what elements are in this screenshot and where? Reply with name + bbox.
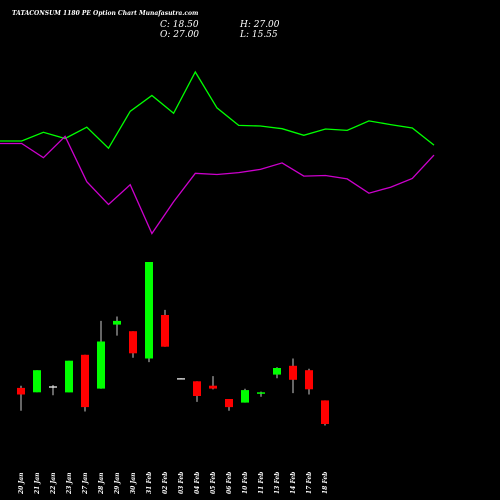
candle-body — [321, 400, 329, 424]
candle-body — [17, 387, 25, 395]
x-tick-label: 17 Feb — [306, 472, 313, 494]
candle-body — [177, 378, 185, 380]
x-tick-label: 05 Feb — [210, 472, 217, 494]
candlestick-series — [17, 262, 329, 426]
x-tick-label: 31 Feb — [146, 472, 153, 494]
x-tick-label: 28 Jan — [98, 472, 105, 495]
candle — [177, 378, 185, 380]
x-tick-label: 23 Jan — [66, 472, 73, 495]
candle-body — [145, 262, 153, 359]
x-tick-label: 06 Feb — [226, 472, 233, 494]
high-value: H: 27.00 — [239, 20, 280, 30]
candle — [305, 368, 313, 395]
indicator-lines — [0, 70, 435, 235]
candle — [113, 316, 121, 336]
x-tick-label: 21 Jan — [34, 472, 41, 495]
x-tick-label: 04 Feb — [194, 472, 201, 494]
x-tick-label: 02 Feb — [162, 472, 169, 494]
x-tick-label: 30 Jan — [130, 472, 137, 494]
candle-body — [305, 370, 313, 390]
candle — [209, 376, 217, 390]
x-tick-label: 22 Jan — [50, 472, 57, 495]
candle-body — [209, 385, 217, 389]
candle — [225, 399, 233, 411]
candle-body — [97, 341, 105, 389]
candle-body — [65, 360, 73, 393]
x-tick-label: 03 Feb — [178, 472, 185, 494]
candle — [65, 360, 73, 393]
candle-body — [49, 386, 57, 388]
candle — [273, 367, 281, 379]
candle — [161, 309, 169, 347]
indicator-line-2 — [0, 135, 435, 235]
candle-body — [225, 399, 233, 408]
indicator-line-1 — [0, 70, 435, 150]
candle-body — [273, 368, 281, 375]
candle-body — [81, 354, 89, 408]
x-tick-label: 13 Feb — [274, 472, 281, 494]
x-axis-tick-labels: 20 Jan 21 Jan 22 Jan 23 Jan 27 Jan 28 Jan 29 J… — [18, 472, 329, 495]
x-tick-label: 11 Feb — [258, 472, 265, 494]
candle — [241, 388, 249, 403]
candle — [129, 331, 137, 358]
x-tick-label: 29 Jan — [114, 472, 121, 495]
candle-body — [161, 315, 169, 347]
candle — [97, 320, 105, 389]
x-tick-label: 20 Jan — [18, 472, 25, 495]
candle-body — [113, 320, 121, 325]
candle — [145, 262, 153, 363]
x-tick-label: 18 Feb — [322, 472, 329, 494]
candle-body — [129, 331, 137, 354]
candle — [33, 370, 41, 393]
candle-body — [257, 392, 265, 394]
x-tick-label: 27 Jan — [82, 472, 89, 495]
candle — [17, 385, 25, 411]
open-value: O: 27.00 — [160, 30, 199, 40]
candle-body — [289, 365, 297, 380]
candle-body — [193, 381, 201, 396]
candle — [193, 381, 201, 402]
candle — [49, 385, 57, 396]
candle-body — [241, 390, 249, 403]
candle — [257, 391, 265, 397]
candle — [321, 400, 329, 426]
chart-title: TATACONSUM 1180 PE Option Chart Munafasu… — [12, 10, 198, 17]
candle-body — [33, 370, 41, 393]
x-tick-label: 10 Feb — [242, 472, 249, 494]
x-tick-label: 14 Feb — [290, 472, 297, 494]
candle — [81, 354, 89, 412]
candle — [289, 358, 297, 394]
low-value: L: 15.55 — [239, 30, 278, 40]
close-value: C: 18.50 — [160, 20, 199, 30]
